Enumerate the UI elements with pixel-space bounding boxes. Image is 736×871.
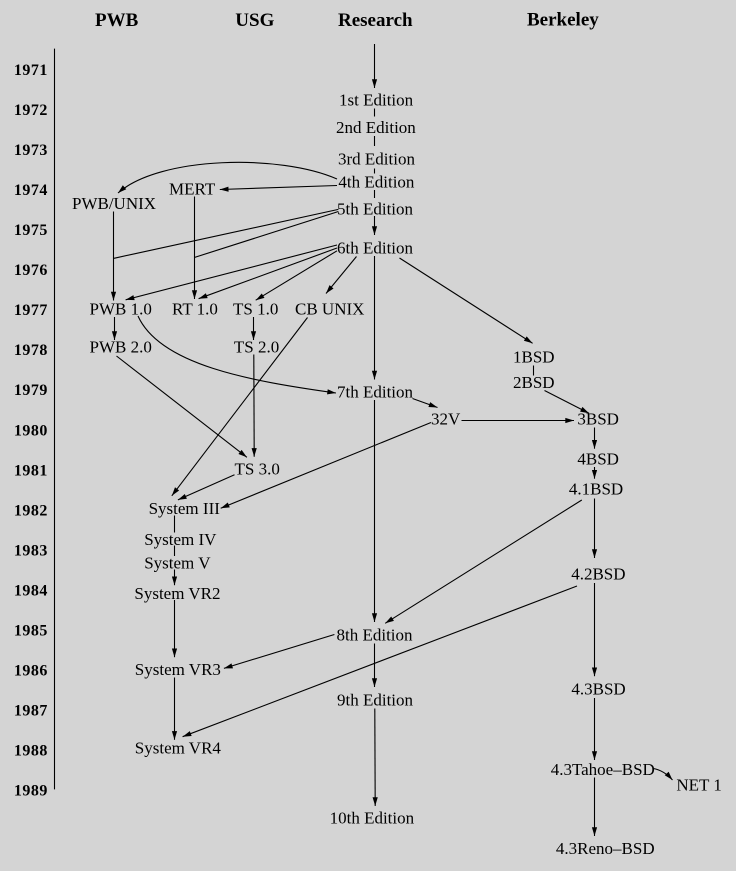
- svg-text:PWB/UNIX: PWB/UNIX: [72, 194, 156, 213]
- svg-text:4.3Reno–BSD: 4.3Reno–BSD: [556, 839, 655, 858]
- svg-text:1980: 1980: [14, 422, 48, 439]
- svg-text:TS 2.0: TS 2.0: [234, 338, 279, 357]
- svg-text:1972: 1972: [14, 102, 48, 119]
- svg-text:1977: 1977: [14, 302, 48, 319]
- svg-text:1983: 1983: [14, 542, 48, 559]
- svg-text:1BSD: 1BSD: [513, 348, 555, 367]
- svg-text:1988: 1988: [14, 743, 48, 760]
- svg-text:10th Edition: 10th Edition: [330, 808, 415, 827]
- svg-text:1984: 1984: [14, 582, 48, 599]
- svg-text:4.2BSD: 4.2BSD: [571, 565, 625, 584]
- svg-text:4.3Tahoe–BSD: 4.3Tahoe–BSD: [551, 760, 655, 779]
- svg-text:8th Edition: 8th Edition: [337, 625, 414, 644]
- svg-text:System VR3: System VR3: [135, 660, 221, 679]
- svg-text:1989: 1989: [14, 783, 48, 800]
- svg-text:4BSD: 4BSD: [577, 450, 619, 469]
- svg-text:3BSD: 3BSD: [577, 410, 619, 429]
- svg-text:System IV: System IV: [144, 530, 217, 549]
- svg-text:2BSD: 2BSD: [513, 373, 555, 392]
- svg-text:PWB: PWB: [95, 10, 139, 31]
- svg-text:3rd Edition: 3rd Edition: [338, 149, 415, 168]
- svg-text:9th Edition: 9th Edition: [337, 691, 414, 710]
- svg-text:1982: 1982: [14, 502, 48, 519]
- svg-text:MERT: MERT: [169, 180, 216, 199]
- svg-text:Berkeley: Berkeley: [527, 10, 599, 31]
- svg-text:32V: 32V: [431, 410, 461, 429]
- svg-text:PWB 1.0: PWB 1.0: [90, 300, 152, 319]
- svg-text:6th Edition: 6th Edition: [337, 238, 414, 257]
- svg-text:4.3BSD: 4.3BSD: [571, 680, 625, 699]
- svg-text:System III: System III: [149, 499, 221, 518]
- svg-text:1971: 1971: [14, 62, 48, 79]
- svg-text:4th Edition: 4th Edition: [338, 173, 415, 192]
- svg-text:2nd Edition: 2nd Edition: [336, 118, 416, 137]
- svg-text:1987: 1987: [14, 703, 48, 720]
- svg-text:RT 1.0: RT 1.0: [172, 300, 218, 319]
- svg-text:TS 1.0: TS 1.0: [233, 300, 278, 319]
- svg-text:System VR4: System VR4: [135, 739, 222, 758]
- svg-text:5th Edition: 5th Edition: [337, 199, 414, 218]
- svg-text:7th Edition: 7th Edition: [337, 383, 414, 402]
- svg-text:1978: 1978: [14, 342, 48, 359]
- svg-text:1979: 1979: [14, 382, 48, 399]
- svg-text:TS 3.0: TS 3.0: [235, 459, 280, 478]
- svg-text:1973: 1973: [14, 142, 48, 159]
- svg-text:1985: 1985: [14, 623, 48, 640]
- svg-text:1975: 1975: [14, 222, 48, 239]
- svg-text:1st Edition: 1st Edition: [339, 91, 414, 110]
- svg-text:System VR2: System VR2: [134, 584, 220, 603]
- svg-text:1986: 1986: [14, 663, 48, 680]
- svg-text:System V: System V: [144, 554, 211, 573]
- svg-text:1976: 1976: [14, 262, 48, 279]
- svg-text:4.1BSD: 4.1BSD: [569, 480, 623, 499]
- svg-text:CB UNIX: CB UNIX: [295, 300, 364, 319]
- svg-text:1974: 1974: [14, 182, 48, 199]
- svg-text:NET 1: NET 1: [676, 776, 722, 795]
- svg-text:Research: Research: [338, 10, 413, 31]
- svg-text:PWB 2.0: PWB 2.0: [90, 338, 152, 357]
- svg-text:1981: 1981: [14, 462, 48, 479]
- svg-text:USG: USG: [235, 10, 274, 31]
